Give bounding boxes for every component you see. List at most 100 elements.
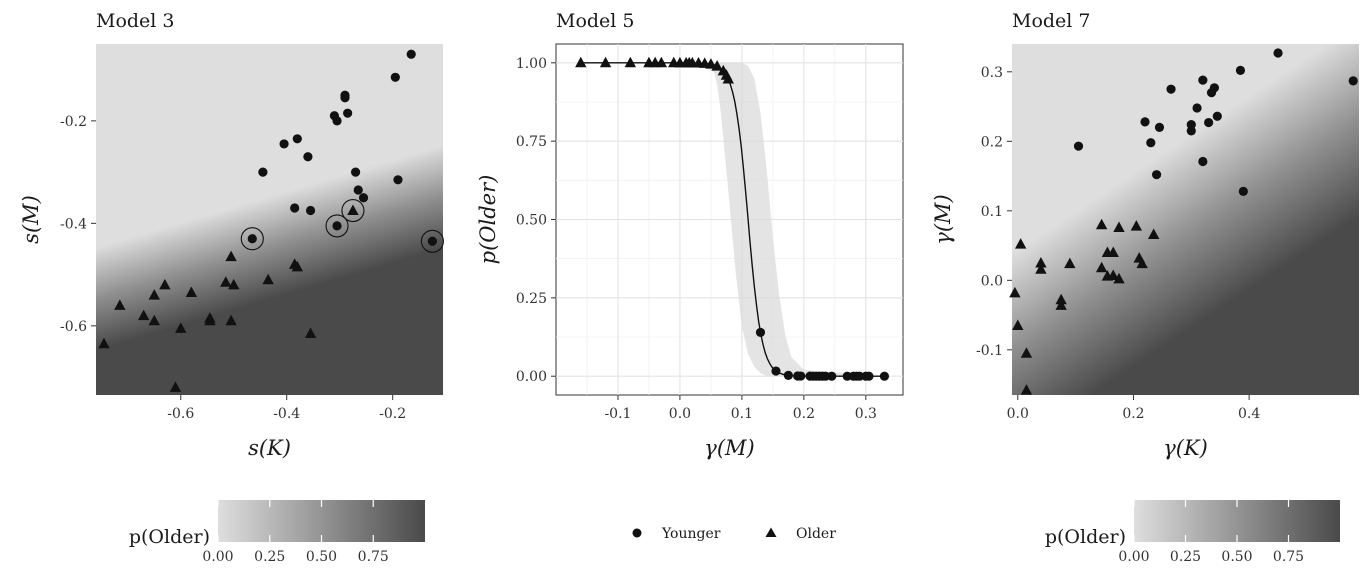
point-younger	[303, 152, 313, 162]
point-older	[225, 314, 237, 326]
point-older	[722, 73, 734, 84]
point-younger	[1186, 126, 1196, 136]
point-older	[98, 337, 110, 349]
highlight-ring	[325, 214, 349, 238]
point-older	[655, 56, 668, 68]
point-older	[624, 56, 637, 68]
x-tick-label: 0.3	[855, 406, 877, 422]
x-axis-label-model-3: s(K)	[248, 436, 291, 460]
point-younger	[1212, 111, 1222, 121]
y-tick-label: 0.50	[516, 213, 547, 229]
point-older	[1012, 319, 1024, 330]
probability-surface	[1012, 44, 1359, 395]
colorbar-tick-label: 0.50	[1221, 549, 1252, 565]
point-older	[137, 309, 150, 321]
x-axis-label-model-5: γ(M)	[704, 436, 754, 460]
point-younger	[827, 371, 837, 381]
point-older	[1035, 256, 1047, 268]
point-older	[1107, 246, 1119, 258]
point-younger	[332, 116, 342, 126]
panel-model-7: Model 7 0.0 0.2 0.4 -0.1 0.0 0.1 0.2 0.3 γ(K) γ…	[931, 10, 1359, 565]
y-tick-label: 0.25	[516, 291, 547, 307]
colorbar-title: p(Older)	[129, 526, 210, 548]
point-older	[1130, 220, 1143, 231]
point-younger	[783, 370, 793, 380]
point-older	[347, 204, 359, 216]
x-tick-label: 0.0	[1007, 406, 1029, 422]
point-younger	[1206, 88, 1217, 98]
y-tick-label: -0.6	[60, 319, 87, 335]
point-older	[599, 56, 612, 68]
y-tick-label: 0.00	[516, 369, 547, 385]
x-tick-label: -0.2	[379, 406, 406, 422]
x-tick-label: 0.2	[1122, 406, 1144, 422]
point-younger	[390, 72, 400, 82]
x-tick-label: -0.4	[273, 406, 300, 422]
y-tick-label: 0.3	[981, 65, 1003, 81]
title-model-3: Model 3	[96, 10, 175, 32]
point-younger	[1151, 170, 1162, 180]
point-older	[169, 381, 182, 392]
point-younger	[1198, 156, 1208, 167]
point-older	[1095, 261, 1108, 273]
point-younger	[1273, 48, 1283, 58]
point-younger	[406, 49, 416, 59]
x-tick-label: 0.0	[669, 406, 691, 422]
y-tick-label: -0.2	[60, 114, 87, 130]
highlight-ring	[341, 198, 365, 223]
x-tick-label: -0.1	[604, 406, 631, 422]
point-older	[1035, 263, 1047, 274]
y-axis-label-model-7: γ(M)	[931, 194, 955, 244]
point-younger	[290, 203, 300, 213]
y-tick-label: 0.1	[981, 204, 1003, 220]
point-older	[1020, 347, 1033, 358]
colorbar-title: p(Older)	[1045, 526, 1126, 548]
point-older	[1107, 269, 1119, 280]
point-younger	[247, 234, 257, 244]
colorbar-legend-model-7: p(Older) 0.00 0.25 0.50 0.75	[1045, 500, 1340, 565]
point-younger	[1140, 117, 1150, 127]
point-older	[304, 327, 317, 339]
point-younger	[340, 93, 350, 103]
point-younger	[350, 167, 361, 177]
point-younger	[427, 236, 438, 246]
point-younger	[1166, 84, 1176, 94]
point-younger	[1198, 75, 1208, 85]
point-younger	[1146, 138, 1156, 148]
point-younger	[353, 185, 363, 195]
point-younger	[1204, 117, 1214, 128]
point-older	[148, 289, 160, 300]
title-model-7: Model 7	[1012, 10, 1091, 32]
point-younger	[1348, 76, 1358, 86]
colorbar-tick-label: 0.50	[306, 549, 337, 565]
point-younger	[292, 134, 302, 144]
x-tick-label: 0.2	[793, 406, 815, 422]
point-older	[1095, 218, 1108, 230]
colorbar-tick-label: 0.00	[1118, 549, 1149, 565]
highlight-ring	[240, 227, 264, 251]
highlight-ring	[420, 229, 444, 253]
legend-younger-marker	[632, 528, 642, 538]
point-older	[1020, 384, 1033, 395]
y-tick-label: 0.0	[981, 273, 1003, 289]
colorbar-tick-label: 0.25	[254, 549, 285, 565]
point-older	[1113, 272, 1125, 284]
point-older	[1055, 299, 1067, 310]
point-older	[291, 260, 304, 272]
point-younger	[879, 371, 890, 381]
shape-legend: Younger Older	[632, 526, 836, 542]
panel-model-5: Model 5 -0.1 0.0 0.1 0.2 0.3 0.00 0.25 0.50 0.75…	[476, 10, 904, 542]
x-tick-label: -0.6	[167, 406, 194, 422]
point-younger	[1154, 122, 1165, 133]
point-older	[159, 278, 171, 290]
legend-older-marker	[765, 527, 777, 537]
point-older	[1009, 286, 1021, 298]
point-younger	[279, 139, 289, 149]
point-younger	[755, 327, 766, 338]
point-older	[1147, 228, 1160, 239]
colorbar-tick-label: 0.75	[1273, 549, 1304, 565]
point-older	[1014, 238, 1027, 249]
probability-surface	[96, 44, 443, 395]
